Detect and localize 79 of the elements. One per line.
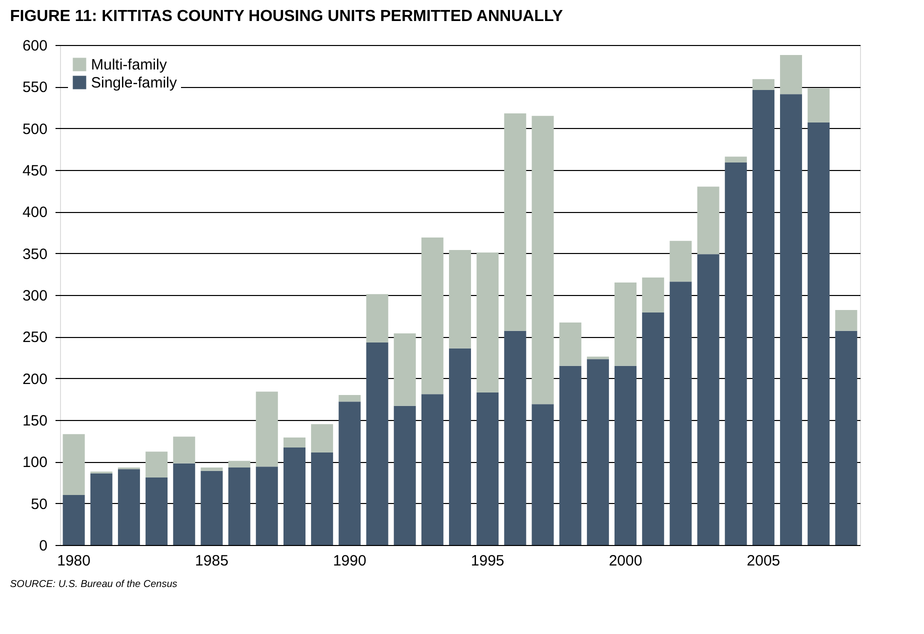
bar <box>118 469 140 545</box>
y-tick-label: 450 <box>22 162 48 180</box>
bar <box>780 55 802 94</box>
source-note: SOURCE: U.S. Bureau of the Census <box>10 579 178 590</box>
bar <box>311 424 334 452</box>
bar <box>724 162 747 545</box>
x-tick-label: 2000 <box>608 552 642 570</box>
chart-title: FIGURE 11: KITTITAS COUNTY HOUSING UNITS PERMITTED ANNUALLY <box>10 8 564 25</box>
bar <box>697 186 720 254</box>
bar <box>200 470 223 545</box>
bar <box>62 495 85 545</box>
y-tick-label: 100 <box>22 454 48 472</box>
bar <box>311 452 334 545</box>
bar <box>614 282 637 366</box>
bar <box>559 366 582 545</box>
bar <box>90 473 112 545</box>
y-tick-label: 50 <box>30 496 48 513</box>
bar <box>808 122 830 545</box>
bar <box>559 322 582 366</box>
bar <box>173 463 196 545</box>
bar <box>724 156 747 162</box>
bar <box>670 282 692 545</box>
x-tick-label: 1995 <box>470 552 504 570</box>
y-tick-label: 250 <box>22 329 48 346</box>
bar <box>532 404 554 545</box>
bar <box>366 342 388 545</box>
bar <box>283 438 306 448</box>
y-tick-label: 0 <box>39 538 48 554</box>
y-tick-label: 350 <box>22 246 48 263</box>
bar <box>697 254 720 545</box>
bar <box>173 436 196 464</box>
bar <box>614 366 637 545</box>
bar <box>670 240 692 282</box>
y-tick-label: 150 <box>22 412 48 430</box>
bar <box>394 333 416 406</box>
bar <box>504 113 526 331</box>
x-tick-label: 1980 <box>57 552 90 570</box>
bar <box>586 356 609 360</box>
bar <box>228 460 250 468</box>
y-tick-label: 300 <box>22 288 48 304</box>
bar <box>146 452 168 478</box>
y-tick-label: 600 <box>22 38 48 54</box>
y-tick-label: 500 <box>22 120 48 138</box>
y-tick-label: 550 <box>22 79 48 96</box>
bar <box>476 252 499 392</box>
bar <box>366 294 388 342</box>
bar <box>532 116 554 404</box>
bar <box>752 90 774 545</box>
bar <box>228 468 250 545</box>
bar <box>146 478 168 545</box>
legend-label: Multi-family <box>91 56 168 74</box>
x-tick-label: 1985 <box>195 552 228 570</box>
bar <box>62 434 85 495</box>
bar <box>780 94 802 545</box>
bar <box>200 468 223 471</box>
bar <box>642 278 664 312</box>
bar <box>586 359 609 545</box>
y-tick-label: 400 <box>22 204 48 222</box>
bar <box>504 330 526 545</box>
bar <box>835 330 858 545</box>
bar <box>421 394 444 545</box>
bar <box>338 402 361 545</box>
bar <box>256 392 278 467</box>
bar <box>752 79 774 90</box>
bar <box>421 238 444 394</box>
legend-label: Single-family <box>91 74 178 92</box>
bar <box>256 466 278 545</box>
bar <box>808 88 830 122</box>
bar <box>642 312 664 545</box>
bar <box>476 392 499 545</box>
y-tick-label: 200 <box>22 370 48 388</box>
bar <box>283 448 306 545</box>
bar <box>835 310 858 331</box>
bar <box>338 395 361 402</box>
x-tick-label: 1990 <box>332 552 366 570</box>
bar <box>449 250 471 348</box>
x-tick-label: 2005 <box>746 552 780 570</box>
bar <box>449 348 471 545</box>
bar <box>394 406 416 545</box>
